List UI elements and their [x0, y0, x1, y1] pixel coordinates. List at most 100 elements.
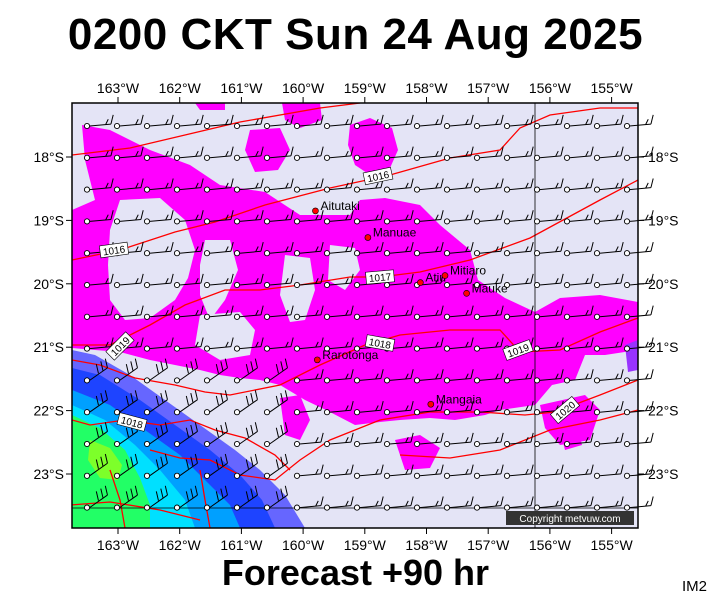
wind-barb: [563, 241, 594, 257]
wind-barb: [623, 178, 654, 193]
wind-barb: [263, 358, 288, 384]
lon-label-bottom: 155°W: [591, 537, 634, 553]
wind-barb: [503, 369, 534, 384]
copyright-box: Copyright metvuw.com: [506, 511, 634, 525]
lon-label-top: 155°W: [591, 80, 634, 96]
wind-barb: [473, 273, 504, 289]
wind-barb: [443, 146, 474, 161]
wind-barb: [413, 400, 444, 416]
isobars: [72, 103, 638, 528]
svg-text:1016: 1016: [102, 244, 126, 258]
wind-barb: [113, 305, 144, 320]
wind-barb: [593, 464, 624, 479]
wind-barb: [143, 114, 174, 130]
wind-barb: [533, 210, 564, 225]
lon-label-top: 162°W: [159, 80, 202, 96]
wind-barb: [293, 273, 324, 289]
wind-barb: [533, 464, 564, 479]
town-marker: Mauke: [463, 281, 508, 297]
lon-label-top: 159°W: [344, 80, 387, 96]
lat-label-right: 23°S: [648, 466, 679, 482]
wind-barb: [173, 390, 198, 416]
wind-barb: [263, 337, 294, 352]
wind-barb: [413, 496, 444, 511]
wind-barb: [473, 432, 504, 448]
wind-barb: [203, 422, 228, 448]
wind-barb: [593, 210, 624, 225]
wind-barb: [383, 178, 414, 193]
wind-barb: [593, 146, 624, 161]
wind-barb: [323, 210, 354, 225]
wind-barb: [353, 496, 384, 511]
wind-barb: [233, 390, 258, 416]
wind-barb: [563, 337, 594, 352]
wind-barb: [563, 178, 594, 193]
wind-barb: [113, 358, 138, 384]
wind-barb: [623, 369, 654, 384]
lat-label-left: 22°S: [33, 403, 64, 419]
wind-barb: [173, 146, 204, 161]
wind-barb: [563, 496, 594, 511]
axes: 163°W 163°W 162°W 162°W 161°W 161°W 160°W 160°W…: [33, 80, 678, 553]
wind-barb: [473, 369, 504, 384]
wind-barb: [83, 210, 114, 225]
wind-barb: [233, 453, 258, 479]
svg-text:1016: 1016: [366, 170, 390, 185]
lat-label-right: 18°S: [648, 149, 679, 165]
wind-barb: [413, 114, 444, 130]
wind-barb: [383, 305, 414, 320]
wind-barb: [503, 210, 534, 225]
town-label: Aitutaki: [320, 199, 359, 213]
wind-barb: [203, 273, 234, 289]
town-dot: [417, 279, 424, 286]
wind-barb: [323, 273, 354, 289]
wind-barb: [623, 241, 654, 257]
wind-barb: [383, 464, 414, 479]
wind-barb: [623, 432, 654, 448]
lat-label-right: 19°S: [648, 212, 679, 228]
wind-barb: [503, 432, 534, 448]
wind-barb: [143, 337, 174, 352]
wind-barb: [353, 369, 384, 384]
wind-barb: [83, 358, 108, 384]
wind-barb: [623, 496, 654, 511]
isobar-label: 1018: [364, 334, 396, 352]
wind-barb: [203, 210, 234, 225]
wind-barb: [143, 485, 168, 511]
wind-barb: [353, 114, 384, 130]
wind-barb: [263, 485, 288, 511]
lat-label-left: 23°S: [33, 466, 64, 482]
wind-barb: [293, 432, 324, 448]
wind-barb: [383, 114, 414, 130]
wind-barb: [293, 305, 324, 320]
wind-barb: [173, 114, 204, 130]
lat-label-right: 22°S: [648, 403, 679, 419]
wind-barb: [143, 210, 174, 225]
wind-barb: [533, 432, 564, 448]
wind-barb: [233, 337, 264, 352]
wind-barb: [203, 178, 234, 193]
wind-barb: [443, 210, 474, 225]
lon-label-top: 161°W: [220, 80, 263, 96]
town-label: Rarotonga: [322, 348, 378, 362]
wind-barb: [473, 337, 504, 352]
wind-barb: [83, 178, 114, 193]
wind-barb: [563, 273, 594, 289]
wind-barb: [233, 178, 264, 193]
wind-barb: [323, 464, 354, 479]
wind-barb: [83, 453, 108, 479]
wind-barb: [143, 178, 174, 193]
wind-barb: [443, 496, 474, 511]
wind-barb: [563, 369, 594, 384]
wind-barb: [353, 146, 384, 161]
town-marker: Atiu: [417, 271, 446, 286]
wind-barb: [473, 305, 504, 320]
wind-barb: [113, 178, 144, 193]
lat-label-left: 21°S: [33, 339, 64, 355]
wind-barb: [203, 241, 234, 257]
wind-barb: [533, 496, 564, 511]
town-label: Manuae: [373, 226, 417, 240]
svg-text:1017: 1017: [369, 272, 393, 285]
forecast-label: Forecast +90 hr: [221, 552, 490, 593]
lon-label-bottom: 160°W: [282, 537, 325, 553]
